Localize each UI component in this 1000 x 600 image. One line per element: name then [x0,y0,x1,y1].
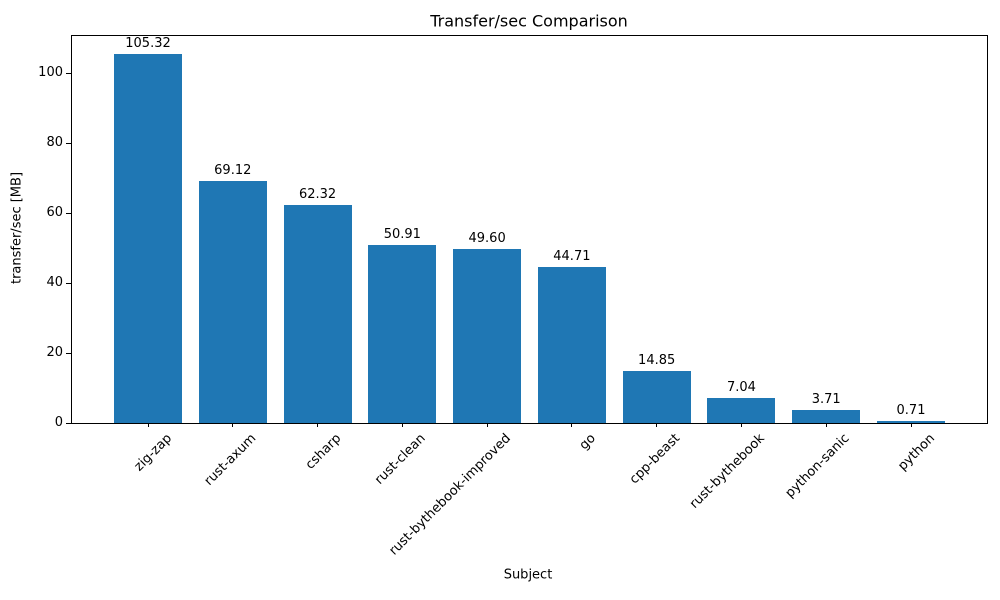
bar-value-label: 44.71 [553,248,591,264]
bar-value-label: 7.04 [726,380,756,396]
bar [792,410,861,423]
x-tick-label: go [576,431,599,454]
y-tick-label: 80 [46,135,63,151]
x-tick-label: cpp-beast [627,431,684,488]
y-tick-mark [66,282,71,284]
bar-value-label: 0.71 [896,402,926,418]
x-tick-mark [656,423,658,427]
x-tick-mark [401,423,403,427]
bar [707,398,776,423]
x-tick-label: python [894,431,938,474]
y-tick-label: 20 [46,345,63,360]
x-tick-mark [740,423,742,427]
x-tick-mark [317,423,319,427]
y-tick-label: 40 [46,275,63,291]
x-axis-label: Subject [503,567,553,583]
x-tick-mark [571,423,573,427]
bar [622,371,691,423]
bar [114,54,182,423]
y-tick-mark [66,142,71,144]
bar [198,181,267,423]
bar-value-label: 69.12 [214,163,252,179]
bar [453,249,522,423]
x-tick-label: zig-zap [131,431,175,475]
x-tick-label: rust-axum [201,431,260,489]
x-tick-label: rust-clean [372,431,429,488]
bar [283,204,352,423]
x-tick-label: python-sanic [782,431,853,501]
x-tick-label: rust-bythebook [687,431,769,512]
x-tick-mark [147,423,149,427]
y-tick-mark [66,72,71,74]
bar-value-label: 62.32 [298,186,337,202]
y-tick-label: 100 [38,65,63,81]
bar-value-label: 3.71 [811,392,841,408]
y-tick-mark [66,352,71,354]
bar [537,266,606,423]
bar [368,244,437,423]
chart-title: Transfer/sec Comparison [430,11,628,31]
bar-value-label: 50.91 [383,226,421,242]
bar-value-label: 49.60 [468,231,506,247]
bar-value-label: 105.32 [125,36,171,52]
y-axis-label: transfer/sec [MB] [9,171,25,285]
y-tick-mark [66,422,71,424]
x-tick-mark [910,423,912,427]
y-tick-label: 0 [54,415,63,430]
y-tick-mark [66,212,71,214]
x-tick-mark [486,423,488,427]
bar-value-label: 14.85 [638,353,676,369]
y-tick-label: 60 [46,205,63,221]
x-tick-mark [232,423,234,427]
bar [877,420,945,423]
x-tick-label: csharp [302,431,345,473]
x-tick-mark [825,423,827,427]
